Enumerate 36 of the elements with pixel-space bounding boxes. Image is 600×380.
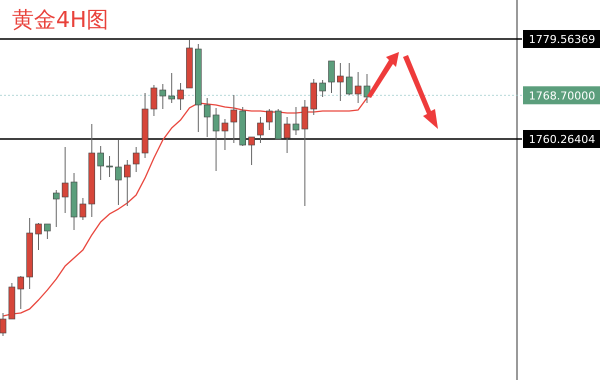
candlestick [292, 106, 300, 136]
candlestick [284, 116, 290, 154]
candlestick [0, 312, 6, 337]
candlestick [230, 94, 238, 144]
candlestick [62, 146, 68, 214]
candlestick [160, 83, 166, 110]
candlestick [132, 146, 140, 173]
candlestick [17, 276, 24, 310]
candlestick [35, 222, 42, 250]
candlestick [222, 118, 228, 150]
candlestick [302, 100, 308, 207]
candlestick [150, 84, 158, 117]
candlestick [319, 80, 326, 98]
candlestick [346, 62, 353, 96]
candlestick [168, 72, 175, 104]
ref-line-label: 1779.56369 [528, 32, 596, 46]
ref-line-label: 1760.26404 [528, 132, 596, 146]
candlestick [177, 82, 184, 110]
candlestick [106, 156, 113, 178]
candlestick [115, 140, 122, 206]
candlestick [337, 62, 344, 102]
candlestick [124, 160, 131, 207]
candlestick [266, 108, 273, 130]
candlestick [204, 97, 210, 138]
candlestick [212, 107, 220, 172]
candlestick [354, 72, 362, 104]
ref-line-label: 1768.70000 [528, 89, 596, 102]
candlestick [248, 136, 255, 166]
candlestick [52, 190, 60, 228]
candlestick [364, 73, 370, 104]
candlestick [257, 116, 264, 144]
candlestick [44, 223, 51, 240]
candlestick [328, 60, 335, 94]
candlestick [80, 197, 86, 220]
chart-title: 黄金4H图 [12, 8, 109, 33]
candlestick [97, 146, 104, 180]
